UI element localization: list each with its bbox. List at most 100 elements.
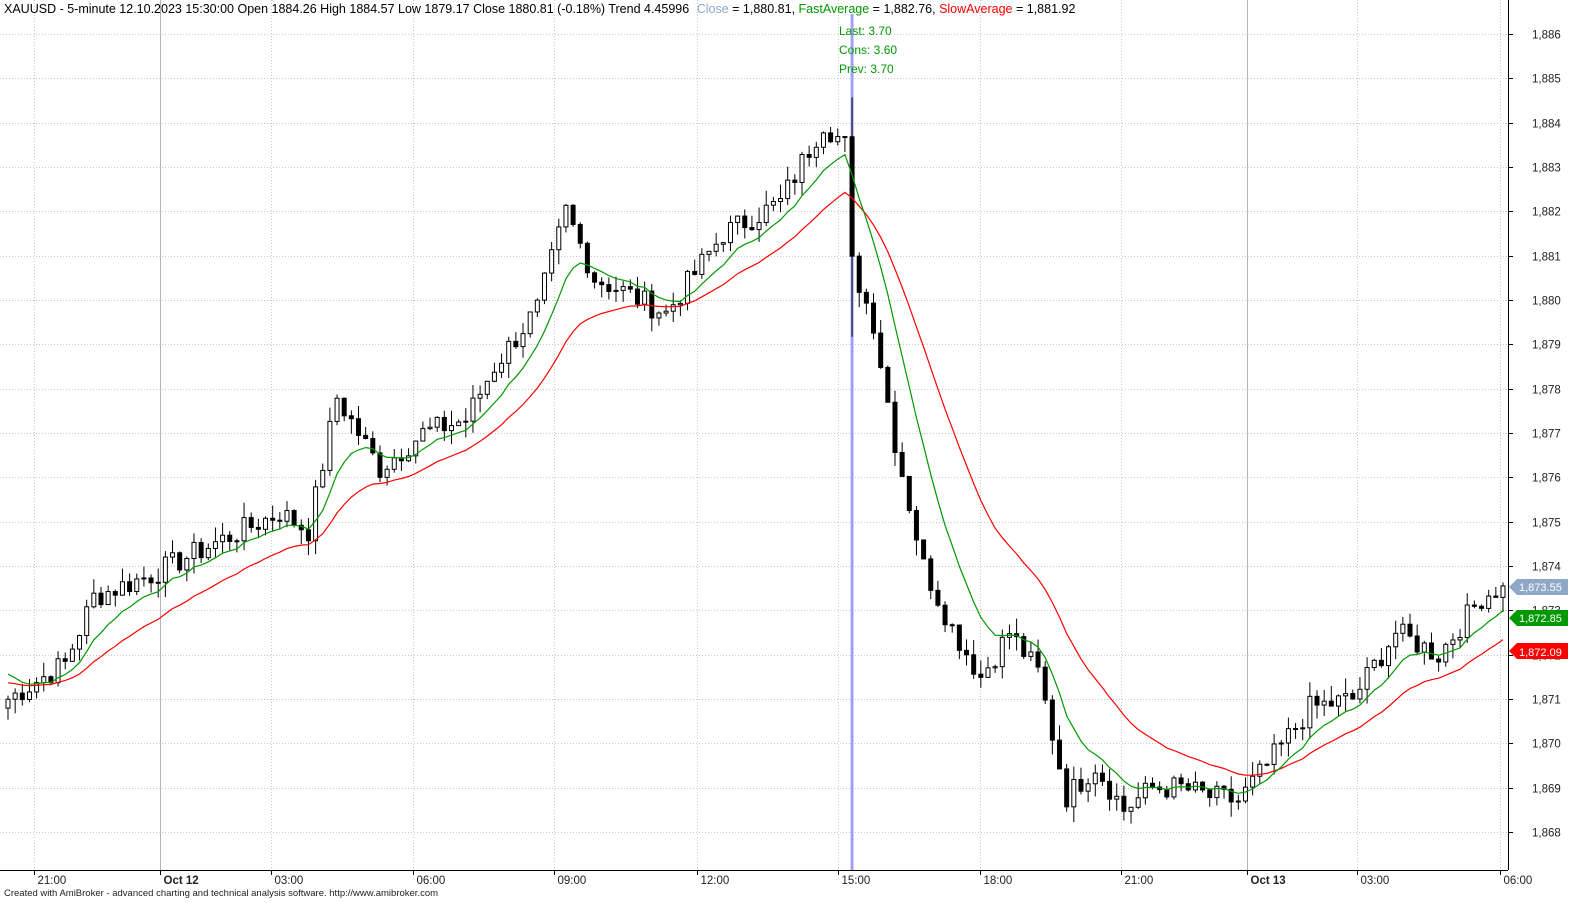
- candle-down: [177, 552, 183, 571]
- candle-up: [1142, 782, 1148, 799]
- candle-up: [1421, 642, 1427, 653]
- candle-up: [770, 201, 776, 206]
- candle-up: [170, 552, 176, 558]
- candle-up: [1300, 727, 1306, 730]
- candle-down: [878, 332, 884, 368]
- candle-down: [913, 510, 919, 541]
- candle-down: [198, 541, 204, 559]
- candle-up: [220, 534, 226, 543]
- candle-down: [956, 624, 962, 651]
- candle-up: [41, 676, 47, 684]
- y-tick-label: 1,886: [1532, 30, 1561, 42]
- candle-down: [949, 624, 955, 627]
- candle-up: [26, 691, 32, 701]
- candle-up: [642, 290, 648, 305]
- candle-up: [1357, 688, 1363, 700]
- candle-up: [463, 420, 469, 423]
- candle-up: [212, 541, 218, 549]
- candle-up: [1343, 693, 1349, 697]
- candle-down: [885, 366, 891, 403]
- candle-up: [384, 468, 390, 478]
- candle-up: [234, 540, 240, 543]
- candle-up: [720, 242, 726, 245]
- candle-down: [1228, 788, 1234, 803]
- candle-down: [341, 397, 347, 417]
- candle-down: [871, 302, 877, 334]
- candle-down: [1049, 699, 1055, 741]
- candle-down: [634, 288, 640, 305]
- candle-up: [5, 698, 11, 709]
- y-tick-label: 1,876: [1532, 473, 1561, 485]
- candle-down: [1350, 693, 1356, 700]
- candle-down: [899, 451, 905, 477]
- candle-down: [1264, 763, 1270, 766]
- candle-down: [599, 281, 605, 286]
- candle-down: [892, 401, 898, 453]
- chart-header: XAUUSD - 5-minute 12.10.2023 15:30:00 Op…: [4, 2, 1075, 16]
- candle-up: [1092, 772, 1098, 785]
- x-tick-label: 12:00: [701, 875, 730, 887]
- y-axis-ticks: 1,8681,8691,8701,8711,8721,8731,8741,875…: [1508, 30, 1561, 840]
- fast-average-line: [7, 153, 1504, 794]
- candle-up: [1114, 795, 1120, 800]
- candle-down: [1407, 623, 1413, 637]
- candle-down: [1479, 605, 1485, 609]
- candle-down: [1414, 635, 1420, 653]
- candle-down: [1378, 659, 1384, 667]
- candle-down: [98, 592, 104, 606]
- candle-up: [1250, 775, 1256, 788]
- candle-up: [327, 420, 333, 471]
- candle-down: [1064, 768, 1070, 808]
- candle-down: [1035, 651, 1041, 668]
- candle-down: [441, 416, 447, 432]
- candle-up: [541, 272, 547, 301]
- candle-up: [563, 204, 569, 228]
- candle-up: [813, 146, 819, 158]
- candle-up: [313, 486, 319, 542]
- y-tick-label: 1,883: [1532, 163, 1561, 175]
- candle-down: [577, 224, 583, 244]
- candle-up: [1071, 778, 1077, 808]
- candle-up: [141, 577, 147, 580]
- x-tick-label: 06:00: [417, 875, 446, 887]
- candle-down: [277, 519, 283, 522]
- y-tick-label: 1,869: [1532, 784, 1561, 796]
- x-tick-label: 06:00: [1504, 875, 1533, 887]
- candle-down: [828, 132, 834, 143]
- candle-up: [12, 692, 18, 700]
- candle-up: [134, 578, 140, 593]
- candle-down: [942, 604, 948, 626]
- candle-down: [978, 673, 984, 678]
- y-tick-label: 1,882: [1532, 207, 1561, 219]
- candle-up: [427, 426, 433, 430]
- candles: [5, 97, 1506, 824]
- slow-average-line: [7, 191, 1504, 776]
- annotation-cons: Cons: 3.60: [839, 43, 897, 57]
- candle-up: [534, 299, 540, 313]
- y-tick-label: 1,875: [1532, 518, 1561, 530]
- grid: [0, 0, 1508, 870]
- candle-up: [785, 179, 791, 200]
- candle-up: [1242, 786, 1248, 802]
- candle-down: [1471, 604, 1477, 607]
- candle-down: [928, 558, 934, 591]
- candle-up: [1321, 700, 1327, 706]
- annotation-prev: Prev: 3.70: [839, 62, 894, 76]
- candle-down: [649, 290, 655, 319]
- candle-up: [284, 510, 290, 522]
- candle-down: [348, 415, 354, 420]
- candle-down: [1078, 778, 1084, 792]
- candle-down: [842, 136, 848, 139]
- candle-down: [248, 517, 254, 528]
- candle-down: [148, 577, 154, 584]
- candle-down: [112, 591, 118, 596]
- candle-up: [456, 421, 462, 427]
- candle-up: [1293, 728, 1299, 731]
- candle-down: [627, 286, 633, 290]
- candle-down: [863, 291, 869, 304]
- y-tick-label: 1,884: [1532, 119, 1561, 131]
- candle-up: [1214, 785, 1220, 799]
- candle-up: [1135, 797, 1141, 808]
- candle-down: [1107, 780, 1113, 800]
